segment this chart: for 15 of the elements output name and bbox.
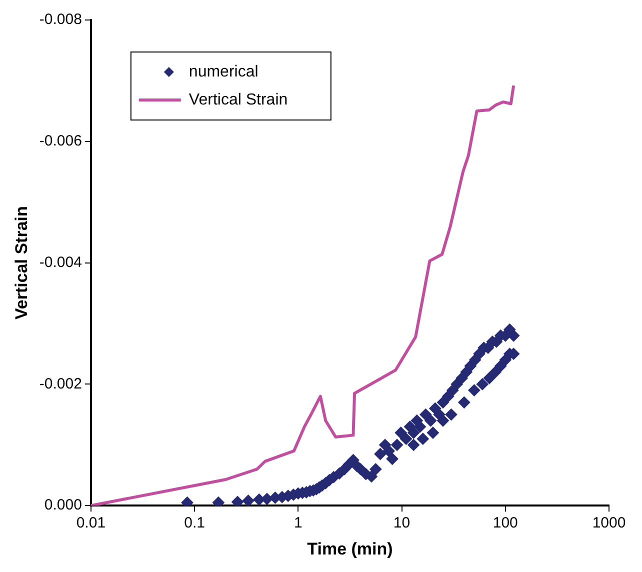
y-tick-label: -0.004	[39, 254, 82, 271]
legend-label: numerical	[188, 63, 258, 80]
x-axis-title: Time (min)	[307, 539, 393, 558]
y-tick-label: -0.008	[39, 11, 82, 28]
legend-label: Vertical Strain	[188, 91, 288, 108]
x-tick-label: 100	[492, 514, 518, 532]
x-tick-label: 1	[294, 514, 302, 532]
y-tick-label: -0.006	[39, 132, 82, 150]
y-tick-label: 0.000	[44, 496, 82, 514]
y-axis-title: Vertical Strain	[12, 206, 31, 320]
x-tick-label: 0.01	[76, 514, 106, 532]
x-tick-label: 0.1	[184, 514, 205, 532]
x-tick-label: 10	[393, 514, 410, 532]
y-tick-label: -0.002	[39, 375, 82, 392]
x-tick-label: 1000	[592, 514, 626, 532]
